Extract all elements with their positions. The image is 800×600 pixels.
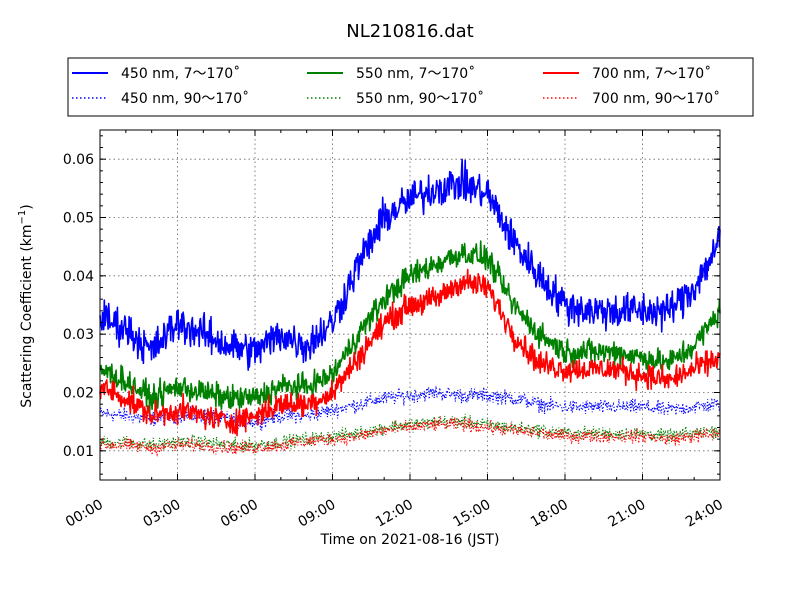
legend-frame [67,57,754,117]
series-layer [99,158,721,457]
x-tick-label: 03:00 [141,497,184,531]
y-tick-label: 0.03 [63,327,94,343]
axes: 00:00 03:00 06:00 09:00 12:00 15:00 18:00 21:00… [63,129,726,531]
legend-label: 450 nm, 7～170˚ [121,65,240,82]
legend-label: 700 nm, 90～170˚ [592,90,720,107]
x-tick-label: 15:00 [451,497,494,531]
x-tick-label: 12:00 [373,497,416,531]
y-axis-label-sup: −1 [17,210,28,225]
series-line [99,158,721,371]
x-tick-label: 09:00 [296,497,339,531]
x-tick-label: 21:00 [606,497,649,531]
y-tick-label: 0.01 [63,444,94,460]
legend-label: 700 nm, 7～170˚ [592,65,711,82]
x-tick-label: 06:00 [218,497,261,531]
y-tick-label: 0.05 [63,211,94,227]
plot-frame [99,129,721,481]
chart-title: NL210816.dat [346,21,473,42]
y-axis-label-main: Scattering Coefficient (km [19,224,35,407]
y-tick-label: 0.04 [63,269,94,285]
series-line [99,268,721,437]
legend-label: 550 nm, 90～170˚ [356,90,484,107]
legend-label: 550 nm, 7～170˚ [356,65,475,82]
x-tick-label: 18:00 [528,497,571,531]
x-tick-label: 24:00 [683,497,726,531]
y-axis-label-end: ) [19,204,35,209]
legend-label: 450 nm, 90～170˚ [121,90,249,107]
y-tick-label: 0.02 [63,386,94,402]
y-tick-label: 0.06 [63,152,94,168]
x-axis-label: Time on 2021-08-16 (JST) [320,532,500,548]
x-tick-label: 00:00 [63,497,106,531]
legend: 450 nm, 7～170˚ 450 nm, 90～170˚ 550 nm, 7～1… [67,57,754,117]
series-line [99,240,721,414]
y-axis-label: Scattering Coefficient (km−1) [17,204,35,408]
